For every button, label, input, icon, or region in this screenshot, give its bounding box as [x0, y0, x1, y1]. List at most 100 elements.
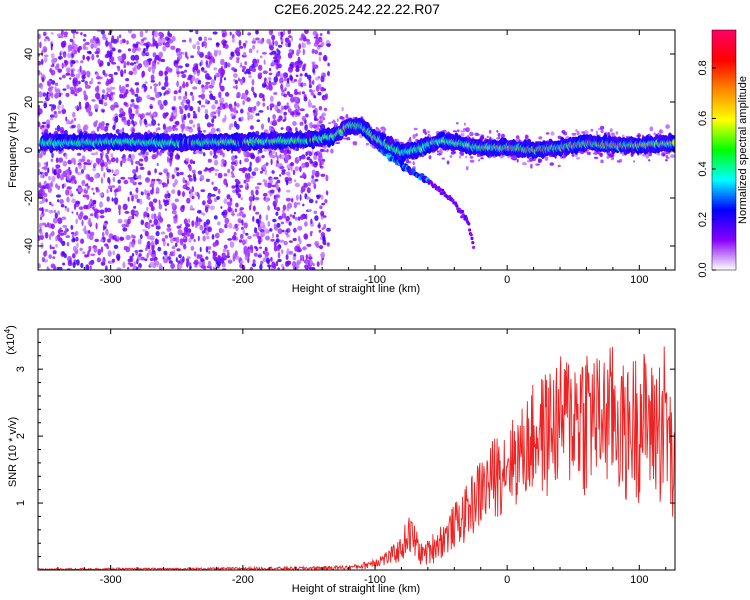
noise-dot	[271, 34, 276, 41]
noise-dot	[38, 161, 41, 168]
noise-dot	[205, 256, 209, 260]
noise-dot	[318, 245, 324, 250]
noise-dot	[48, 93, 51, 99]
noise-dot	[300, 214, 304, 221]
noise-dot	[136, 198, 141, 203]
noise-dot	[50, 203, 54, 207]
noise-dot	[155, 43, 159, 49]
noise-dot	[40, 58, 44, 65]
noise-dot	[202, 200, 206, 206]
noise-dot	[220, 58, 225, 66]
noise-dot	[277, 258, 282, 263]
halo-dot	[346, 137, 351, 141]
noise-dot	[233, 106, 237, 114]
noise-dot	[188, 74, 193, 79]
halo-dot	[323, 150, 328, 153]
noise-dot	[158, 70, 164, 77]
noise-dot	[158, 203, 163, 210]
branch-dot	[455, 204, 459, 208]
noise-dot	[323, 215, 327, 218]
noise-dot	[261, 52, 267, 55]
noise-dot	[293, 227, 297, 233]
noise-dot	[316, 261, 320, 267]
noise-dot	[108, 185, 111, 190]
noise-dot	[320, 114, 325, 122]
noise-dot	[204, 42, 207, 49]
noise-dot	[296, 157, 301, 161]
noise-dot	[58, 110, 61, 114]
noise-dot	[310, 218, 313, 225]
noise-dot	[107, 94, 111, 98]
noise-dot	[83, 215, 89, 221]
noise-dot	[254, 186, 260, 190]
noise-dot	[274, 53, 279, 59]
noise-dot	[126, 61, 130, 66]
noise-dot	[326, 30, 330, 35]
noise-dot	[269, 228, 273, 232]
noise-dot	[57, 33, 63, 37]
noise-dot	[285, 180, 289, 186]
noise-dot	[152, 253, 155, 260]
noise-dot	[218, 49, 222, 56]
noise-dot	[72, 33, 75, 39]
noise-dot	[66, 242, 70, 247]
noise-dot	[286, 77, 290, 84]
noise-dot	[241, 219, 244, 226]
noise-dot	[79, 65, 82, 73]
noise-dot	[230, 113, 234, 117]
noise-dot	[252, 205, 256, 212]
noise-dot	[273, 176, 279, 180]
noise-dot	[224, 217, 230, 225]
noise-dot	[110, 153, 114, 158]
noise-dot	[272, 114, 276, 120]
noise-dot	[151, 119, 157, 126]
noise-dot	[136, 258, 139, 265]
noise-dot	[209, 94, 212, 100]
noise-dot	[263, 148, 268, 152]
noise-dot	[157, 246, 162, 252]
noise-dot	[296, 259, 302, 265]
noise-dot	[134, 48, 139, 51]
noise-dot	[251, 171, 257, 177]
halo-dot	[649, 126, 654, 132]
noise-dot	[264, 169, 267, 176]
halo-dot	[611, 132, 615, 137]
noise-dot	[84, 80, 88, 85]
noise-dot	[162, 42, 166, 46]
noise-dot	[53, 209, 57, 214]
noise-dot	[308, 84, 312, 89]
noise-dot	[190, 245, 195, 251]
noise-dot	[54, 92, 59, 99]
noise-dot	[100, 126, 106, 131]
noise-dot	[116, 236, 120, 241]
noise-dot	[314, 49, 318, 55]
noise-dot	[136, 65, 141, 70]
noise-dot	[214, 169, 219, 172]
noise-dot	[167, 242, 169, 247]
noise-dot	[273, 59, 279, 63]
noise-dot	[55, 194, 62, 198]
noise-dot	[38, 207, 44, 211]
noise-dot	[175, 167, 180, 171]
noise-dot	[265, 162, 269, 166]
noise-dot	[158, 81, 161, 86]
noise-dot	[193, 251, 197, 257]
noise-dot	[166, 227, 172, 232]
noise-dot	[313, 36, 319, 39]
noise-dot	[302, 173, 306, 178]
noise-dot	[263, 59, 266, 65]
noise-dot	[92, 206, 95, 211]
noise-dot	[42, 92, 47, 97]
noise-dot	[308, 267, 314, 270]
noise-dot	[197, 170, 203, 175]
noise-dot	[123, 64, 127, 69]
noise-dot	[320, 75, 325, 83]
noise-dot	[61, 104, 64, 110]
noise-dot	[212, 58, 216, 64]
noise-dot	[247, 106, 252, 113]
noise-dot	[67, 159, 73, 165]
noise-dot	[65, 169, 70, 173]
halo-dot	[576, 157, 580, 160]
